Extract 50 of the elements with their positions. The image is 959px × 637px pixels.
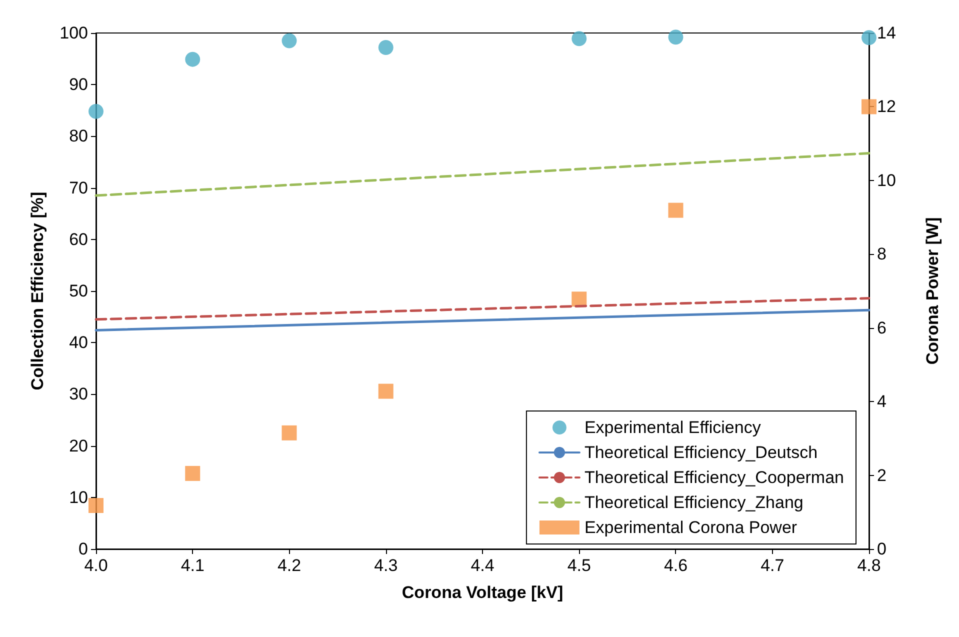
y-tick-label: 90 bbox=[69, 75, 88, 94]
x-tick-label: 4.7 bbox=[760, 556, 784, 575]
point bbox=[862, 30, 876, 46]
y-tick-label: 20 bbox=[69, 436, 88, 456]
x-tick-label: 4.4 bbox=[470, 556, 494, 575]
x-tick-label: 4.6 bbox=[664, 556, 688, 575]
x-tick-label: 4.3 bbox=[374, 556, 398, 575]
legend-label: Experimental Corona Power bbox=[584, 518, 798, 537]
y-tick-label: 100 bbox=[60, 24, 88, 42]
y-tick-label: 10 bbox=[69, 488, 88, 507]
point bbox=[668, 202, 684, 218]
y2-tick-label: 10 bbox=[877, 170, 896, 190]
y2-tick-label: 8 bbox=[877, 244, 886, 264]
point bbox=[88, 104, 104, 119]
y2-axis-title: Corona Power [W] bbox=[923, 217, 942, 365]
y-tick-label: 30 bbox=[69, 384, 88, 404]
point bbox=[185, 52, 200, 67]
x-tick-label: 4.5 bbox=[567, 556, 591, 575]
y-tick-label: 60 bbox=[69, 230, 88, 249]
y-tick-label: 70 bbox=[69, 178, 88, 198]
legend-label: Experimental Efficiency bbox=[584, 418, 762, 437]
x-tick-label: 4.1 bbox=[180, 556, 204, 575]
y-tick-label: 80 bbox=[69, 126, 88, 146]
y2-tick-label: 0 bbox=[877, 540, 886, 558]
legend-label: Theoretical Efficiency_Zhang bbox=[584, 493, 804, 512]
y2-tick-label: 12 bbox=[877, 97, 896, 116]
point bbox=[668, 30, 684, 45]
y-tick-label: 0 bbox=[78, 540, 88, 558]
x-tick-label: 4.0 bbox=[84, 556, 108, 575]
y2-tick-label: 4 bbox=[877, 392, 886, 412]
point bbox=[282, 33, 297, 48]
point bbox=[862, 99, 876, 114]
x-tick-label: 4.2 bbox=[277, 556, 302, 575]
x-axis-title: Corona Voltage [kV] bbox=[402, 583, 564, 602]
y-tick-label: 40 bbox=[69, 333, 88, 352]
point bbox=[88, 498, 104, 514]
y2-tick-label: 14 bbox=[877, 24, 896, 42]
y2-tick-label: 6 bbox=[877, 318, 886, 338]
point bbox=[572, 31, 587, 46]
point bbox=[572, 292, 587, 307]
point bbox=[378, 384, 394, 399]
legend-label: Theoretical Efficiency_Cooperman bbox=[584, 468, 844, 487]
point bbox=[378, 40, 394, 55]
y2-tick-label: 2 bbox=[877, 466, 886, 485]
y-tick-label: 50 bbox=[69, 282, 88, 300]
point bbox=[185, 466, 200, 481]
y-axis-title: Collection Efficiency [%] bbox=[28, 192, 47, 390]
legend-label: Theoretical Efficiency_Deutsch bbox=[584, 443, 818, 462]
x-tick-label: 4.8 bbox=[857, 556, 881, 575]
point bbox=[282, 425, 297, 440]
